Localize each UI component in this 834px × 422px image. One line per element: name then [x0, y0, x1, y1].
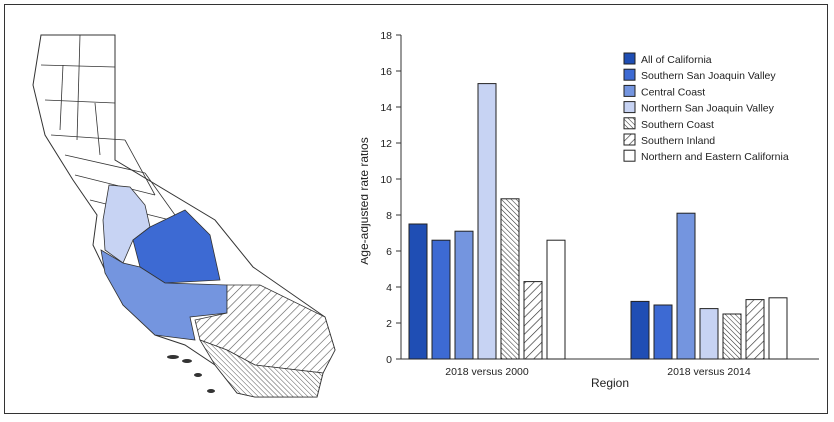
- legend-label: Southern Inland: [641, 135, 715, 147]
- y-axis-title: Age-adjusted rate ratios: [361, 137, 371, 264]
- legend-swatch: [623, 149, 636, 162]
- legend-swatch: [623, 84, 636, 97]
- legend-swatch: [623, 52, 636, 65]
- legend-swatch: [623, 101, 636, 114]
- y-tick-label: 6: [386, 246, 392, 258]
- bar: [454, 230, 474, 360]
- region-central-coast: [100, 249, 228, 341]
- bar: [500, 198, 520, 360]
- x-tick-label: 2018 versus 2014: [667, 366, 751, 378]
- y-tick-label: 0: [386, 354, 392, 366]
- legend-swatch: [623, 68, 636, 81]
- bar: [477, 83, 497, 360]
- x-axis-title: Region: [591, 376, 629, 390]
- region-southern-coast: [199, 339, 324, 398]
- y-tick-label: 12: [380, 138, 392, 150]
- bar-group: 2018 versus 2000 2018 versus 2014: [408, 83, 788, 378]
- y-tick-label: 2: [386, 318, 392, 330]
- figure-frame: 0 2 4 6 8 10 12 14 16 18 2018 versus 2000 2018 ver…: [4, 4, 828, 414]
- bar: [546, 239, 566, 360]
- y-tick-label: 16: [380, 66, 392, 78]
- bar: [676, 212, 696, 360]
- legend-label: Central Coast: [641, 86, 705, 98]
- bar: [523, 281, 543, 360]
- channel-islands: [167, 355, 215, 393]
- region-southern-san-joaquin: [132, 209, 221, 284]
- x-tick-label: 2018 versus 2000: [445, 366, 529, 378]
- bar: [630, 300, 650, 360]
- legend: All of California Southern San Joaquin Va…: [623, 52, 789, 163]
- bar: [768, 297, 788, 360]
- bar: [699, 308, 719, 360]
- bar: [408, 223, 428, 360]
- legend-label: Southern Coast: [641, 119, 714, 131]
- legend-label: All of California: [641, 54, 712, 66]
- bar: [431, 239, 451, 360]
- y-tick-label: 10: [380, 174, 392, 186]
- california-region-map: [32, 34, 336, 398]
- y-tick-label: 14: [380, 102, 392, 114]
- legend-label: Southern San Joaquin Valley: [641, 70, 776, 82]
- bar: [722, 313, 742, 360]
- legend-label: Northern and Eastern California: [641, 151, 789, 163]
- legend-swatch: [623, 117, 636, 130]
- y-tick-label: 18: [380, 30, 392, 42]
- legend-swatch: [623, 133, 636, 146]
- legend-label: Northern San Joaquin Valley: [641, 103, 775, 115]
- y-tick-label: 8: [386, 210, 392, 222]
- bar: [653, 304, 673, 360]
- bar: [745, 299, 765, 360]
- y-tick-label: 4: [386, 282, 392, 294]
